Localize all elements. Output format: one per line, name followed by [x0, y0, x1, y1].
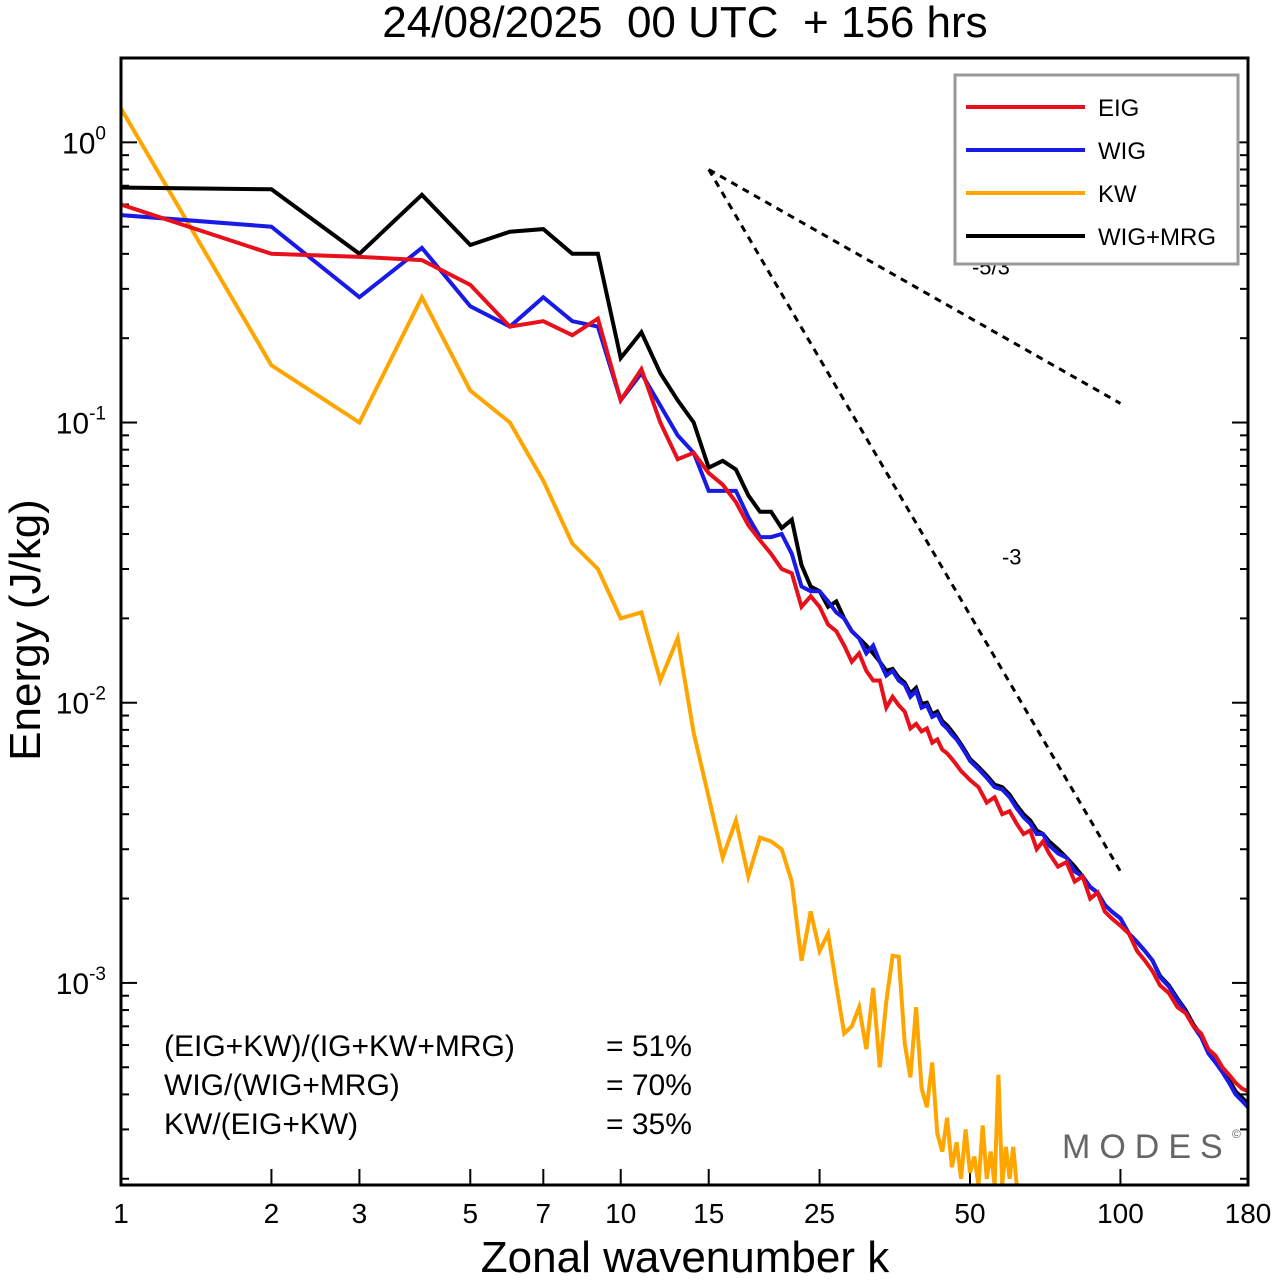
x-tick-label: 10 — [605, 1198, 636, 1229]
y-tick-label: 10-1 — [56, 404, 106, 441]
ratio-value: = 70% — [606, 1069, 692, 1102]
brand-text: MODES — [1062, 1128, 1232, 1166]
legend-label: WIG — [1098, 138, 1146, 165]
reference-slopes: -5/3-3 — [707, 168, 1122, 873]
x-tick-label: 50 — [954, 1198, 985, 1229]
plot-frame — [119, 56, 1250, 1187]
y-tick-label: 100 — [62, 123, 106, 160]
brand-copyright-mark: © — [1232, 1127, 1241, 1141]
series-lines — [121, 107, 1248, 1185]
x-tick-label: 2 — [264, 1198, 280, 1229]
x-tick-label: 15 — [693, 1198, 724, 1229]
x-tick-label: 5 — [462, 1198, 478, 1229]
x-tick-label: 1 — [113, 1198, 129, 1229]
slope-line — [707, 168, 1122, 405]
x-tick-label: 3 — [352, 1198, 368, 1229]
x-tick-label: 25 — [804, 1198, 835, 1229]
ratio-label: (EIG+KW)/(IG+KW+MRG) — [164, 1030, 515, 1063]
legend-label: WIG+MRG — [1098, 224, 1216, 251]
y-tick-labels: 100 10-1 10-2 10-3 — [56, 123, 106, 1001]
x-axis-label: Zonal wavenumber k — [481, 1233, 890, 1281]
series-line-kw — [121, 107, 1019, 1185]
ratio-value: = 51% — [606, 1030, 692, 1063]
series-line-wig — [121, 213, 1248, 1109]
slope-label: -3 — [1002, 545, 1022, 570]
modes-watermark: MODES © — [1062, 1127, 1241, 1166]
slope-line — [707, 168, 1122, 873]
legend: EIG WIG KW WIG+MRG — [953, 73, 1240, 266]
legend-label: EIG — [1098, 95, 1139, 122]
chart-title: 24/08/2025 00 UTC + 156 hrs — [382, 0, 987, 47]
y-axis-label: Energy (J/kg) — [1, 499, 50, 761]
x-tick-label: 180 — [1225, 1198, 1272, 1229]
x-tick-label: 100 — [1097, 1198, 1144, 1229]
y-tick-label: 10-3 — [56, 964, 106, 1001]
x-tick-labels: 1 2 3 5 7 10 15 25 50 100 180 — [113, 1198, 1271, 1229]
ratio-annotations: (EIG+KW)/(IG+KW+MRG) = 51% WIG/(WIG+MRG) = … — [164, 1030, 692, 1141]
legend-label: KW — [1098, 181, 1137, 208]
ratio-label: WIG/(WIG+MRG) — [164, 1069, 400, 1102]
ratio-value: = 35% — [606, 1108, 692, 1141]
y-tick-label: 10-2 — [56, 684, 106, 721]
x-tick-label: 7 — [536, 1198, 552, 1229]
ratio-label: KW/(EIG+KW) — [164, 1108, 358, 1141]
series-line-eig — [121, 202, 1248, 1094]
